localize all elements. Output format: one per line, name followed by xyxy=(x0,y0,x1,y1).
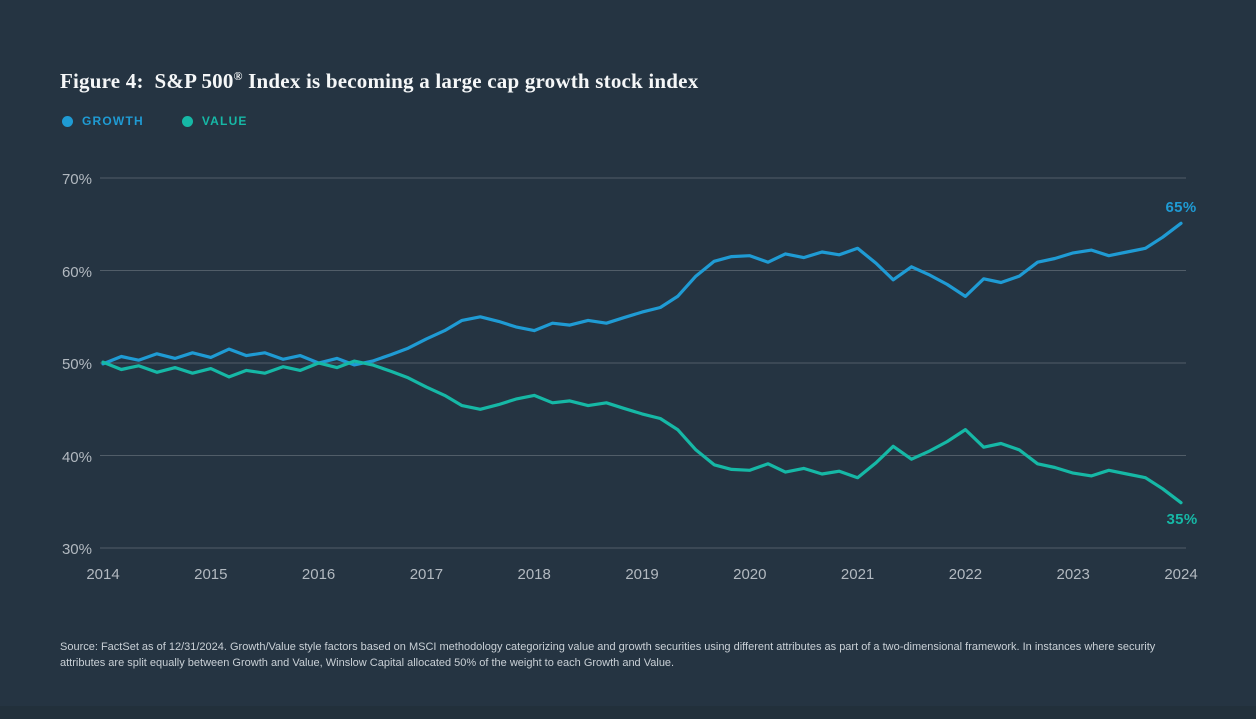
value-end-value-label: 35% xyxy=(1166,511,1198,528)
y-axis-tick-label: 30% xyxy=(61,541,92,558)
x-axis-tick-label: 2024 xyxy=(1164,566,1198,583)
x-axis-tick-label: 2017 xyxy=(409,566,444,583)
legend-label-growth: GROWTH xyxy=(82,114,144,128)
gridlines-layer xyxy=(100,177,1186,549)
x-axis-tick-label: 2020 xyxy=(733,566,767,583)
x-axis-tick-label: 2021 xyxy=(840,566,875,583)
registered-trademark-icon: ® xyxy=(233,69,243,84)
chart-legend: GROWTH VALUE xyxy=(62,114,248,128)
x-axis-tick-label: 2015 xyxy=(194,566,228,583)
chart-title: Figure 4: S&P 500® Index is becoming a l… xyxy=(60,69,698,94)
title-rest: Index is becoming a large cap growth sto… xyxy=(242,69,699,94)
x-axis-tick-label: 2019 xyxy=(625,566,659,583)
x-axis-tick-label: 2022 xyxy=(948,566,983,583)
index-name: S&P 500 xyxy=(154,69,234,94)
value-series-line xyxy=(101,359,1183,505)
y-axis-tick-label: 70% xyxy=(61,171,92,188)
x-axis-tick-label: 2014 xyxy=(86,566,120,583)
x-axis-tick-label: 2023 xyxy=(1056,566,1090,583)
source-footnote: Source: FactSet as of 12/31/2024. Growth… xyxy=(60,641,1156,669)
x-axis-tick-label: 2016 xyxy=(301,566,336,583)
value-series-dot-icon xyxy=(181,115,193,127)
y-axis-tick-label: 50% xyxy=(61,356,92,373)
y-axis-tick-label: 60% xyxy=(61,263,92,281)
legend-item-value: VALUE xyxy=(181,114,248,128)
figure-label: Figure 4: xyxy=(60,69,155,94)
growth-end-value-label: 65% xyxy=(1165,199,1197,216)
legend-label-value: VALUE xyxy=(201,114,248,128)
x-axis-tick-label: 2018 xyxy=(517,566,551,583)
legend-item-growth: GROWTH xyxy=(62,114,144,128)
growth-series-dot-icon xyxy=(62,115,73,127)
series-layer xyxy=(101,221,1183,505)
y-axis-tick-label: 40% xyxy=(61,448,92,466)
growth-series-line xyxy=(101,221,1183,367)
footer-band xyxy=(0,706,1256,719)
